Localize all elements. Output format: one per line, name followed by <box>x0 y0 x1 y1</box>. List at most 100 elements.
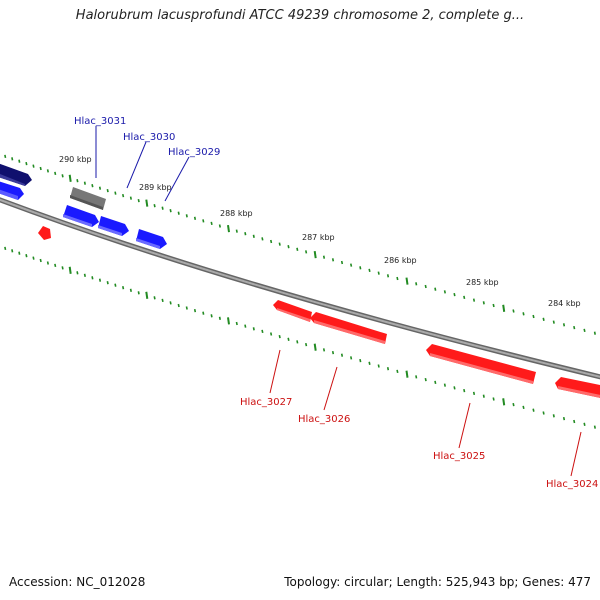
outer-tick-23 <box>169 209 172 213</box>
outer-tick-3 <box>18 159 21 163</box>
length-value: 525,943 bp; <box>445 575 519 589</box>
accession-value: NC_012028 <box>76 575 146 589</box>
kbp-label-286: 286 kbp <box>384 256 417 265</box>
inner-tick-5 <box>32 256 35 260</box>
gene-label-hlac-3026[interactable]: Hlac_3026 <box>298 414 350 425</box>
outer-tick-60 <box>502 304 506 312</box>
leader-hlac-3025 <box>458 402 471 449</box>
chromosome-backbone-highlight <box>0 198 600 378</box>
gene-reverse-small[interactable] <box>38 226 51 240</box>
outer-tick-50 <box>405 277 409 285</box>
gene-label-hlac-3031[interactable]: Hlac_3031 <box>74 116 126 127</box>
inner-tick-13 <box>91 276 94 280</box>
outer-tick-33 <box>252 234 255 238</box>
outer-tick-43 <box>340 260 344 265</box>
outer-tick-48 <box>386 274 390 278</box>
inner-tick-18 <box>129 288 132 292</box>
gene-hlac-3025[interactable] <box>426 344 536 384</box>
outer-tick-10 <box>68 174 72 182</box>
outer-tick-28 <box>210 221 213 226</box>
inner-tick-33 <box>252 327 255 331</box>
gene-label-hlac-3027[interactable]: Hlac_3027 <box>240 397 292 408</box>
gene-forward-dark[interactable] <box>0 162 32 186</box>
inner-tick-20 <box>145 291 149 299</box>
inner-tick-35 <box>270 332 273 336</box>
outer-tick-42 <box>331 258 335 262</box>
outer-tick-39 <box>305 250 308 254</box>
gene-hlac-3024[interactable] <box>555 377 600 399</box>
outer-tick-4 <box>25 161 28 166</box>
gene-hlac-3026[interactable] <box>310 312 387 344</box>
leader-hlac-3027 <box>269 349 281 394</box>
inner-tick-9 <box>61 266 64 270</box>
inner-tick-32 <box>244 324 247 328</box>
inner-tick-37 <box>287 337 290 341</box>
outer-tick-29 <box>218 224 221 228</box>
outer-tick-16 <box>114 191 117 195</box>
kbp-label-287: 287 kbp <box>302 233 335 242</box>
outer-tick-7 <box>46 169 49 173</box>
outer-tick-8 <box>54 171 57 176</box>
inner-tick-26 <box>193 308 197 313</box>
outer-tick-5 <box>32 164 35 168</box>
inner-tick-7 <box>46 261 49 265</box>
map-title: Halorubrum lacusprofundi ATCC 49239 chro… <box>75 8 525 23</box>
outer-tick-30 <box>227 224 230 233</box>
inner-tick-39 <box>305 342 308 347</box>
gene-hlac-3031[interactable] <box>63 205 99 227</box>
inner-tick-51 <box>415 375 418 379</box>
inner-tick-3 <box>18 251 21 255</box>
inner-tick-60 <box>502 398 506 406</box>
gene-label-hlac-3025[interactable]: Hlac_3025 <box>433 451 485 462</box>
inner-tick-55 <box>453 386 456 390</box>
inner-tick-63 <box>532 408 535 412</box>
inner-tick-59 <box>492 397 495 401</box>
inner-tick-36 <box>278 334 281 339</box>
gene-hlac-3030[interactable] <box>98 216 129 236</box>
inner-tick-38 <box>296 340 299 344</box>
inner-tick-48 <box>386 367 390 371</box>
inner-tick-42 <box>331 350 335 355</box>
outer-tick-11 <box>76 179 79 183</box>
outer-tick-2 <box>11 157 14 161</box>
gene-neutral[interactable] <box>70 187 106 210</box>
inner-tick-21 <box>153 296 156 300</box>
outer-tick-18 <box>129 196 132 200</box>
gene-label-hlac-3029[interactable]: Hlac_3029 <box>168 147 220 158</box>
accession-label: Accession: <box>9 575 73 589</box>
inner-tick-4 <box>25 254 28 258</box>
inner-tick-61 <box>512 402 515 407</box>
inner-tick-56 <box>463 388 466 393</box>
gene-label-hlac-3030[interactable]: Hlac_3030 <box>123 132 175 143</box>
outer-tick-40 <box>313 250 317 259</box>
outer-tick-26 <box>193 216 197 220</box>
gene-label-hlac-3024[interactable]: Hlac_3024 <box>546 479 598 490</box>
outer-tick-14 <box>98 186 102 190</box>
gene-hlac-3027[interactable] <box>273 300 312 322</box>
inner-tick-69 <box>593 425 596 429</box>
outer-tick-68 <box>583 328 586 333</box>
gene-hlac-3029[interactable] <box>136 229 167 249</box>
outer-tick-67 <box>573 325 576 330</box>
outer-tick-53 <box>434 287 437 291</box>
leader-hlac-3029 <box>164 156 190 202</box>
outer-tick-47 <box>377 271 380 275</box>
inner-tick-19 <box>137 291 140 295</box>
gene-forward-left[interactable] <box>0 180 24 200</box>
kbp-label-285: 285 kbp <box>466 278 499 287</box>
outer-tick-65 <box>552 320 555 324</box>
inner-tick-29 <box>218 316 221 320</box>
kbp-label-284: 284 kbp <box>548 299 581 308</box>
outer-tick-row <box>4 154 596 335</box>
outer-tick-20 <box>145 199 149 207</box>
inner-tick-17 <box>122 286 125 290</box>
inner-tick-8 <box>54 263 57 268</box>
outer-tick-66 <box>562 323 566 327</box>
inner-tick-46 <box>368 361 371 365</box>
outer-tick-17 <box>122 193 125 198</box>
outer-tick-63 <box>532 314 535 319</box>
outer-tick-12 <box>83 181 86 185</box>
inner-tick-68 <box>583 422 586 426</box>
inner-tick-10 <box>68 266 72 274</box>
